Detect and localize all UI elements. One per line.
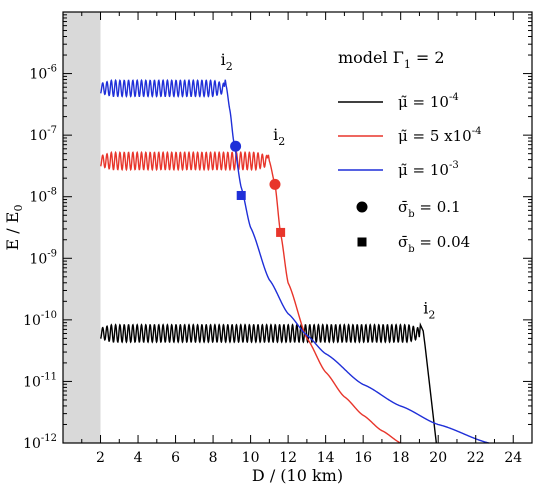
y-tick-label: 10-10 [23,310,57,329]
legend-title-main: model Γ [338,48,404,67]
x-tick-label: 12 [279,450,297,466]
legend-entry-sup: -4 [449,92,459,103]
legend-entry: μ̃ = 10-4 [398,92,459,111]
annotation-main: i [273,125,278,144]
y-tick-base: 10 [23,313,41,329]
marker-legend-sub: b [408,209,414,220]
marker-legend-symbol: σ̄ [398,198,408,216]
legend-title-tail: = 2 [411,48,445,67]
marker-legend-entry: σ̄b = 0.1 [398,198,461,220]
marker-square [276,227,286,237]
legend-marker-square [357,237,367,247]
x-tick-label: 20 [429,450,447,466]
marker-layer [230,140,286,237]
legend-entry-main: = 10 [408,93,449,111]
y-axis-label-sub: 0 [12,205,25,212]
series-line-10-3 [100,78,490,444]
y-tick-exponent: -7 [47,125,57,136]
annotation-sub: 2 [428,309,435,322]
y-tick-base: 10 [23,436,41,452]
y-tick-base: 10 [29,251,47,267]
legend-entry: μ̃ = 5 x10-4 [398,126,481,145]
y-tick-label: 10-9 [29,248,57,267]
legend: model Γ1 = 2μ̃ = 10-4μ̃ = 5 x10-4μ̃ = 10… [338,48,481,255]
y-tick-exponent: -6 [47,64,57,75]
marker-circle [269,178,281,190]
marker-legend-entry: σ̄b = 0.04 [398,233,470,255]
marker-legend-tail: = 0.04 [415,233,471,251]
x-tick-label: 6 [171,450,180,466]
y-tick-label: 10-8 [29,187,57,206]
legend-title-sub: 1 [404,58,411,71]
legend-entry-main: = 5 x10 [408,127,472,145]
y-tick-base: 10 [29,190,47,206]
plot-frame [62,11,533,444]
annotation-i2: i2 [273,125,285,148]
legend-entry-sup: -3 [449,160,459,171]
tick-layer: 2 4 6 8 10 12 14 16 18 20 22 2410-610-710-810-910-1… [23,12,532,466]
legend-entry-main: = 10 [408,161,449,179]
series-line-5-x10-4 [100,150,401,444]
marker-legend-sub: b [408,244,414,255]
legend-entry: μ̃ = 10-3 [398,160,459,179]
legend-entry-symbol: μ̃ [398,161,408,179]
shaded-region-layer [63,12,101,443]
y-axis-label-main: E / E [3,212,22,251]
legend-title: model Γ1 = 2 [338,48,445,71]
series-line-10-4 [100,322,438,444]
y-tick-label: 10-6 [29,64,57,83]
y-tick-base: 10 [29,67,47,83]
marker-legend-tail: = 0.1 [415,198,461,216]
y-tick-label: 10-7 [29,125,57,144]
y-tick-exponent: -9 [47,248,57,259]
y-axis-label: E / E0 [3,205,25,251]
annotation-main: i [423,299,428,318]
curve-layer [100,78,490,444]
x-tick-label: 14 [317,450,335,466]
x-axis-label: D / (10 km) [252,466,343,485]
legend-entry-sup: -4 [472,126,482,137]
annotation-sub: 2 [278,135,285,148]
legend-entry-symbol: μ̃ [398,127,408,145]
x-tick-label: 2 [96,450,105,466]
y-tick-label: 10-12 [23,433,57,452]
marker-circle [230,140,242,152]
annotation-sub: 2 [226,60,233,73]
x-tick-label: 8 [209,450,218,466]
y-tick-base: 10 [23,374,41,390]
x-tick-label: 16 [354,450,372,466]
marker-legend-symbol: σ̄ [398,233,408,251]
annotation-main: i [221,50,226,69]
y-tick-exponent: -8 [47,187,57,198]
legend-marker-circle [356,201,368,213]
y-tick-label: 10-11 [23,371,57,390]
marker-square [236,190,246,200]
y-tick-base: 10 [29,128,47,144]
y-tick-exponent: -11 [41,371,57,382]
x-tick-label: 10 [242,450,260,466]
x-tick-label: 4 [134,450,143,466]
y-tick-exponent: -10 [41,310,57,321]
x-tick-label: 22 [467,450,485,466]
shaded-region [63,12,101,443]
x-tick-label: 24 [504,450,522,466]
x-tick-label: 18 [392,450,410,466]
y-tick-exponent: -12 [41,433,57,444]
annotation-i2: i2 [423,299,435,322]
annotation-i2: i2 [221,50,233,73]
legend-entry-symbol: μ̃ [398,93,408,111]
